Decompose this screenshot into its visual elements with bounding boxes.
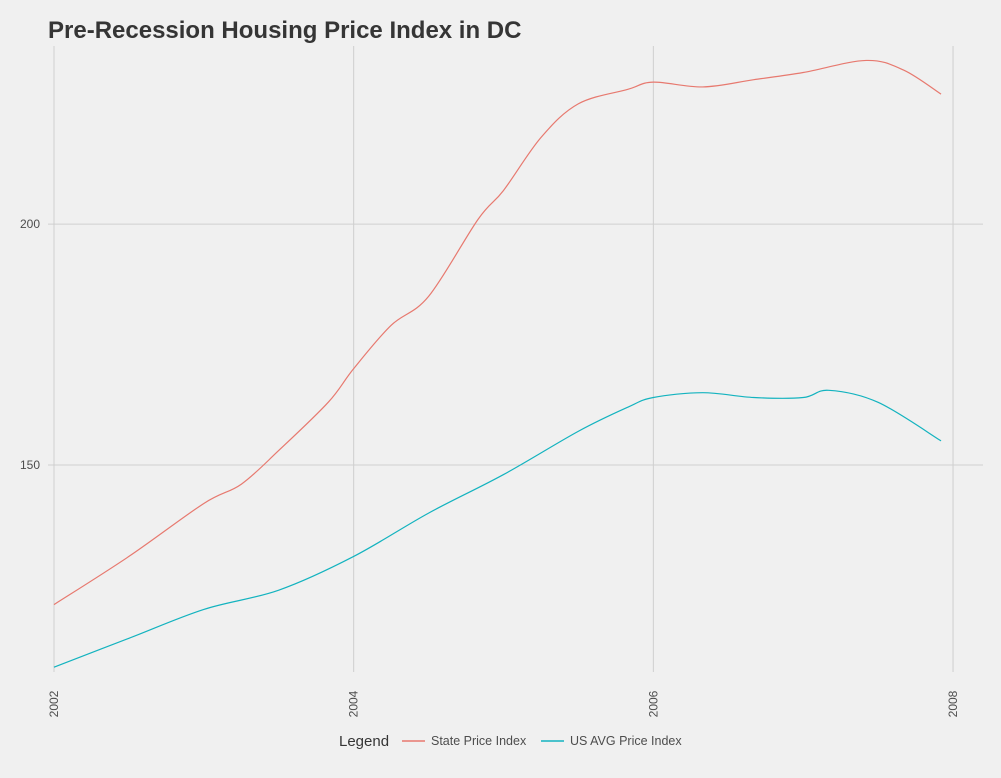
legend-title: Legend [339,733,389,750]
y-tick-label: 150 [20,458,40,472]
legend-label: US AVG Price Index [570,734,682,748]
us-avg-price-index-line [53,389,942,668]
legend-label: State Price Index [431,734,527,748]
y-tick-label: 200 [20,217,40,231]
x-tick-label: 2006 [646,690,660,717]
series-layer [53,59,942,668]
axis-layer: 2002 2004 2006 2008 150 200 [20,217,960,717]
grid-layer [48,46,983,672]
state-price-index-line [53,59,942,606]
chart-title: Pre-Recession Housing Price Index in DC [48,17,521,44]
legend: Legend State Price Index US AVG Price Inde… [339,733,682,750]
x-tick-label: 2004 [347,690,361,717]
x-tick-label: 2002 [47,690,61,717]
x-tick-label: 2008 [946,690,960,717]
